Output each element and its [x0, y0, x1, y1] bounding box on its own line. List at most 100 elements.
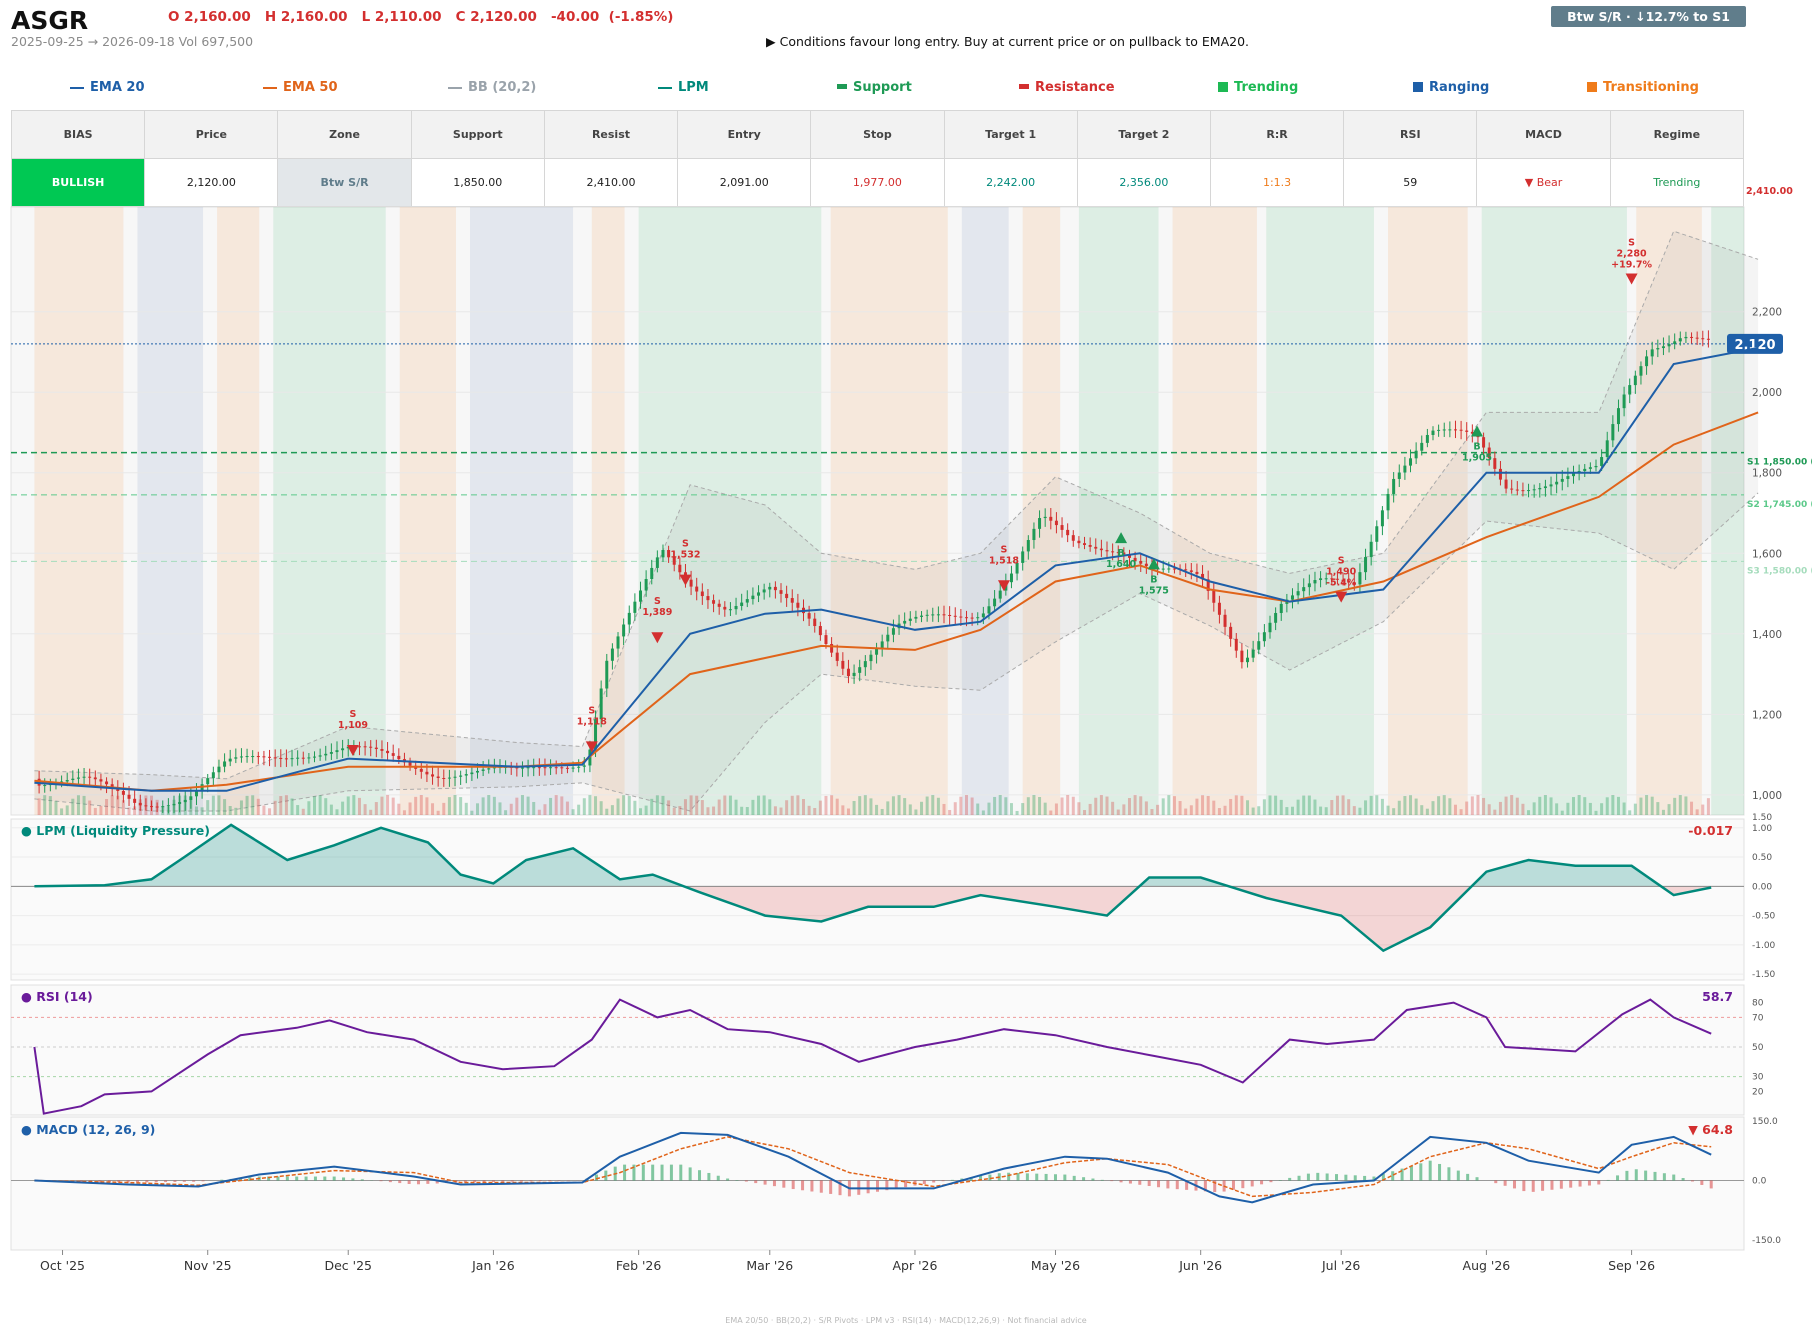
candle-body [453, 776, 457, 778]
volume-bar [773, 806, 777, 815]
volume-bar [869, 798, 873, 815]
support-label: S1 1,850.00 (6x) [1747, 458, 1812, 468]
macd-histogram-bar [688, 1167, 692, 1181]
legend-lpm[interactable]: LPM [658, 80, 709, 95]
volume-bar [667, 800, 671, 815]
volume-bar [1493, 809, 1497, 815]
macd-histogram-bar [135, 1180, 139, 1183]
buy-signal-price: 1,905 [1462, 452, 1492, 463]
candle-body [1532, 489, 1536, 491]
macd-histogram-bar [1335, 1174, 1339, 1181]
volume-bar [908, 804, 912, 815]
macd-histogram-bar [679, 1164, 683, 1181]
macd-histogram-bar [1541, 1180, 1545, 1191]
volume-bar [639, 808, 643, 815]
volume-bar [150, 795, 154, 815]
candle-body [1251, 649, 1255, 658]
legend-support[interactable]: Support [837, 80, 912, 95]
volume-bar [487, 795, 491, 815]
candle-body [886, 634, 890, 642]
entry-value: 2,091.00 [677, 158, 812, 207]
col-bias: BIAS [10, 110, 146, 159]
candle-body [565, 767, 569, 769]
macd-histogram-bar [416, 1180, 420, 1185]
legend-ema20-label: EMA 20 [90, 80, 145, 95]
macd-histogram-bar [1025, 1173, 1029, 1181]
legend-ranging[interactable]: Ranging [1413, 80, 1489, 95]
candle-body [1088, 545, 1092, 547]
volume-bar [1628, 810, 1632, 815]
candle-body [1274, 612, 1278, 623]
macd-histogram-bar [351, 1178, 355, 1181]
macd-histogram-bar [1053, 1174, 1057, 1181]
volume-bar [1527, 810, 1531, 815]
macd-histogram-bar [1250, 1180, 1254, 1187]
macd-histogram-bar [1138, 1180, 1142, 1185]
volume-bar [374, 802, 378, 815]
macd-histogram-bar [1231, 1180, 1235, 1190]
volume-bar [1111, 801, 1115, 815]
volume-bar [1341, 795, 1345, 815]
legend-ema20[interactable]: EMA 20 [70, 80, 145, 95]
volume-bar [65, 805, 69, 815]
volume-bar [54, 800, 58, 815]
volume-bar [751, 799, 755, 815]
candle-body [1549, 484, 1553, 487]
candle-body [1392, 478, 1396, 494]
macd-histogram-bar [1419, 1163, 1423, 1181]
macd-histogram-bar [1447, 1167, 1451, 1181]
macd-histogram-bar [1456, 1170, 1460, 1181]
macd-histogram-bar [782, 1180, 786, 1188]
candle-body [931, 614, 935, 616]
macd-histogram-bar [1644, 1170, 1648, 1181]
volume-bar [1335, 795, 1339, 815]
rsi-plot-bg [10, 984, 1745, 1116]
x-tick-label: Oct '25 [40, 1258, 85, 1273]
legend-bb[interactable]: BB (20,2) [448, 80, 536, 95]
macd-histogram-bar [1119, 1180, 1123, 1183]
candle-body [391, 753, 395, 756]
legend-transitioning[interactable]: Transitioning [1587, 80, 1699, 95]
candle-body [1673, 341, 1677, 345]
legend-trending[interactable]: Trending [1218, 80, 1298, 95]
volume-bar [1172, 796, 1176, 815]
macd-histogram-bar [941, 1180, 945, 1182]
volume-bar [346, 796, 350, 815]
candle-body [1515, 489, 1519, 491]
candle-body [442, 778, 446, 780]
volume-bar [605, 808, 609, 815]
candle-body [1555, 481, 1559, 485]
sell-marker [679, 574, 692, 586]
candle-body [155, 806, 159, 808]
lpm-tick-label: 0.00 [1752, 882, 1772, 892]
candle-body [1009, 573, 1013, 583]
volume-bar [1313, 799, 1317, 815]
candle-body [127, 794, 131, 799]
volume-bar [431, 803, 435, 815]
volume-bar [616, 798, 620, 815]
legend-resistance[interactable]: Resistance [1019, 80, 1115, 95]
macd-histogram-bar [1241, 1180, 1245, 1189]
volume-bar [1645, 795, 1649, 815]
candle-body [880, 641, 884, 649]
volume-bar [1633, 803, 1637, 815]
macd-histogram-bar [548, 1180, 552, 1182]
volume-bar [655, 795, 659, 815]
lpm-tick-label: -1.50 [1752, 970, 1776, 980]
volume-bar [357, 797, 361, 815]
legend-ema50[interactable]: EMA 50 [263, 80, 338, 95]
candle-body [959, 616, 963, 618]
volume-bar [251, 795, 255, 815]
candle-body [616, 636, 620, 649]
volume-bar [644, 805, 648, 815]
volume-bar [987, 802, 991, 815]
macd-histogram-bar [1007, 1172, 1011, 1181]
candle-body [644, 578, 648, 591]
volume-bar [481, 797, 485, 815]
candle-body [161, 806, 165, 808]
candle-body [172, 803, 176, 806]
volume-bar [1021, 803, 1025, 815]
volume-bar [1066, 795, 1070, 815]
candle-body [554, 767, 558, 769]
